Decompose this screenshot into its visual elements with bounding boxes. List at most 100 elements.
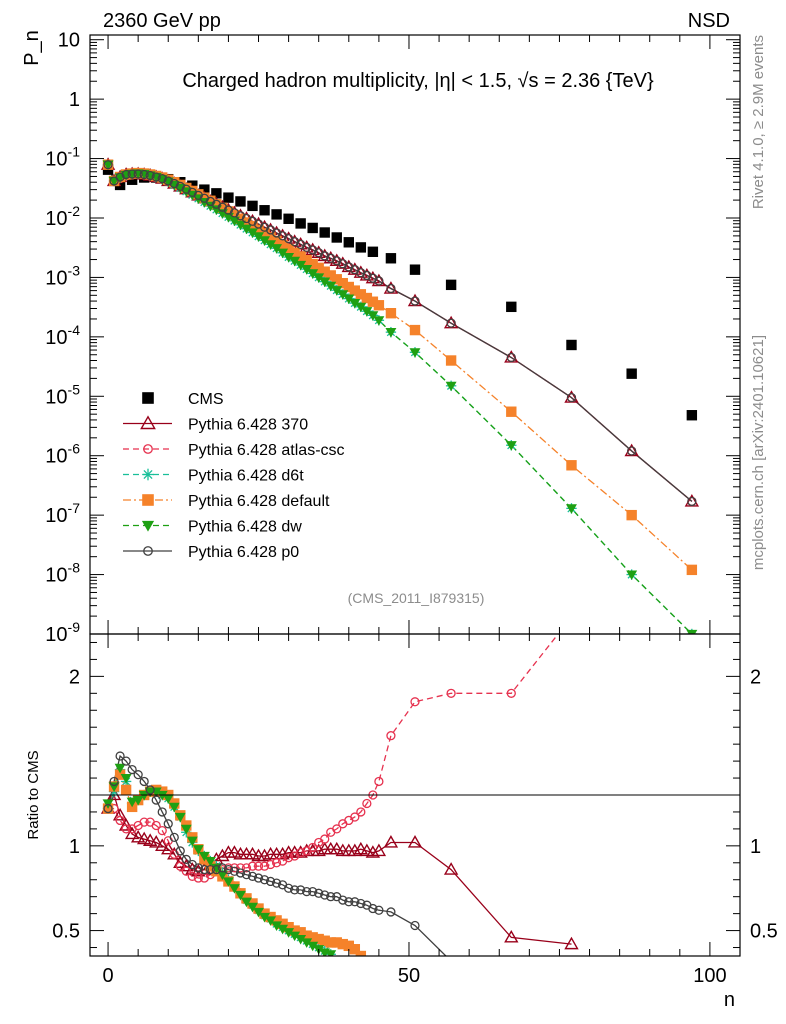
main-point-pythia-6-428-p0 bbox=[320, 251, 330, 261]
main-point-pythia-6-428-default bbox=[229, 209, 240, 221]
ratio-point-pythia-6-428-atlas-csc bbox=[446, 688, 456, 698]
main-point-pythia-6-428-default bbox=[199, 192, 210, 203]
main-point-pythia-6-428-default bbox=[223, 206, 234, 217]
main-point-pythia-6-428-dw bbox=[283, 252, 295, 263]
y-tick-label: 10-3 bbox=[45, 262, 80, 289]
main-point-cms bbox=[211, 188, 222, 199]
main-point-pythia-6-428-p0 bbox=[302, 242, 312, 253]
ratio-point-pythia-6-428-atlas-csc bbox=[265, 859, 276, 870]
main-point-pythia-6-428-default bbox=[506, 406, 517, 417]
main-point-pythia-6-428-p0 bbox=[145, 170, 155, 181]
ratio-point-pythia-6-428-default bbox=[343, 940, 354, 952]
ratio-y-tick-label-right: 0.5 bbox=[750, 921, 778, 943]
ratio-point-pythia-6-428-dw bbox=[138, 790, 150, 801]
main-point-pythia-6-428-default bbox=[355, 289, 367, 300]
ratio-point-pythia-6-428-atlas-csc bbox=[386, 731, 396, 741]
main-point-pythia-6-428-default bbox=[367, 296, 379, 307]
ratio-point-pythia-6-428-370 bbox=[504, 929, 519, 943]
legend-label: Pythia 6.428 370 bbox=[188, 417, 308, 434]
main-point-pythia-6-428-default bbox=[247, 220, 258, 232]
main-point-pythia-6-428-dw bbox=[253, 232, 264, 242]
ratio-point-pythia-6-428-p0 bbox=[181, 854, 191, 865]
ratio-point-pythia-6-428-dw bbox=[325, 950, 337, 956]
header-left-label: 2360 GeV pp bbox=[103, 10, 221, 32]
ratio-point-pythia-6-428-p0 bbox=[338, 895, 348, 905]
ratio-point-pythia-6-428-default bbox=[319, 935, 330, 946]
ratio-point-pythia-6-428-p0 bbox=[127, 764, 137, 775]
legend-marker bbox=[140, 415, 156, 430]
ratio-point-pythia-6-428-default bbox=[283, 921, 294, 933]
main-point-pythia-6-428-default bbox=[373, 300, 385, 311]
main-point-pythia-6-428-dw bbox=[313, 273, 325, 283]
ratio-point-pythia-6-428-p0 bbox=[344, 897, 354, 907]
ratio-point-pythia-6-428-dw bbox=[120, 773, 132, 784]
main-point-pythia-6-428-dw bbox=[307, 269, 319, 279]
main-point-cms bbox=[343, 237, 354, 248]
ratio-point-pythia-6-428-p0 bbox=[271, 878, 282, 888]
ratio-point-pythia-6-428-atlas-csc bbox=[175, 861, 185, 871]
ratio-point-pythia-6-428-atlas-csc bbox=[362, 798, 372, 809]
ratio-point-pythia-6-428-dw bbox=[126, 797, 138, 808]
ratio-point-pythia-6-428-370 bbox=[365, 845, 381, 858]
ratio-point-pythia-6-428-default bbox=[313, 933, 324, 945]
main-point-pythia-6-428-default bbox=[313, 262, 324, 274]
main-point-pythia-6-428-p0 bbox=[235, 211, 246, 221]
ratio-point-pythia-6-428-atlas-csc bbox=[187, 871, 197, 881]
ratio-point-pythia-6-428-p0 bbox=[145, 785, 155, 795]
ratio-point-pythia-6-428-default bbox=[295, 927, 306, 938]
main-point-pythia-6-428-p0 bbox=[368, 273, 378, 283]
main-point-cms bbox=[331, 232, 342, 243]
main-point-cms bbox=[247, 200, 258, 212]
ratio-point-pythia-6-428-p0 bbox=[265, 876, 276, 887]
ratio-point-pythia-6-428-dw bbox=[150, 787, 162, 798]
legend-marker bbox=[141, 520, 155, 532]
ratio-point-pythia-6-428-atlas-csc bbox=[229, 863, 240, 873]
main-point-pythia-6-428-dw bbox=[373, 316, 385, 326]
main-point-pythia-6-428-dw bbox=[626, 570, 638, 581]
ratio-point-pythia-6-428-p0 bbox=[157, 807, 167, 817]
x-tick-label: 0 bbox=[102, 965, 113, 987]
legend-item: Pythia 6.428 370 bbox=[123, 415, 308, 434]
main-point-pythia-6-428-default bbox=[193, 189, 204, 200]
main-point-cms bbox=[295, 218, 306, 229]
main-point-pythia-6-428-p0 bbox=[386, 283, 396, 294]
main-point-pythia-6-428-default bbox=[301, 254, 312, 266]
ratio-point-pythia-6-428-default bbox=[337, 938, 348, 950]
ratio-point-pythia-6-428-p0 bbox=[205, 864, 215, 875]
ratio-point-pythia-6-428-atlas-csc bbox=[350, 812, 360, 822]
y-tick-label: 10-2 bbox=[45, 203, 80, 230]
ratio-point-pythia-6-428-default bbox=[301, 930, 312, 941]
ratio-point-pythia-6-428-default bbox=[349, 944, 361, 955]
main-point-pythia-6-428-default bbox=[319, 266, 330, 277]
ratio-point-pythia-6-428-370 bbox=[215, 848, 230, 862]
main-point-pythia-6-428-p0 bbox=[103, 160, 113, 170]
ratio-point-pythia-6-428-p0 bbox=[374, 905, 384, 915]
ratio-point-pythia-6-428-370 bbox=[275, 846, 290, 860]
ratio-point-pythia-6-428-atlas-csc bbox=[253, 861, 264, 871]
ratio-point-pythia-6-428-dw bbox=[156, 790, 168, 801]
main-point-pythia-6-428-dw bbox=[686, 629, 698, 634]
main-point-pythia-6-428-p0 bbox=[356, 268, 366, 278]
ratio-point-pythia-6-428-p0 bbox=[151, 795, 161, 805]
ratio-point-pythia-6-428-p0 bbox=[229, 866, 240, 876]
ratio-point-pythia-6-428-dw bbox=[192, 845, 204, 855]
legend-item: Pythia 6.428 default bbox=[123, 493, 330, 510]
main-point-cms bbox=[259, 205, 270, 216]
ratio-point-pythia-6-428-default bbox=[289, 925, 300, 936]
main-point-cms bbox=[223, 192, 234, 203]
y-tick-label: 10 bbox=[58, 30, 80, 52]
legend-label: Pythia 6.428 p0 bbox=[188, 544, 299, 561]
ratio-point-pythia-6-428-atlas-csc bbox=[115, 815, 125, 826]
main-point-pythia-6-428-default bbox=[235, 213, 246, 224]
ratio-point-pythia-6-428-p0 bbox=[290, 885, 300, 895]
main-point-cms bbox=[355, 242, 367, 253]
ratio-point-pythia-6-428-atlas-csc bbox=[181, 866, 191, 876]
main-point-pythia-6-428-p0 bbox=[115, 172, 125, 182]
ratio-point-pythia-6-428-370 bbox=[136, 831, 152, 845]
main-point-pythia-6-428-default bbox=[271, 235, 282, 247]
legend-label: Pythia 6.428 dw bbox=[188, 519, 302, 536]
main-point-cms bbox=[626, 368, 637, 379]
ratio-point-pythia-6-428-370 bbox=[257, 848, 272, 862]
main-point-pythia-6-428-dw bbox=[156, 175, 168, 185]
main-point-pythia-6-428-dw bbox=[355, 302, 367, 313]
